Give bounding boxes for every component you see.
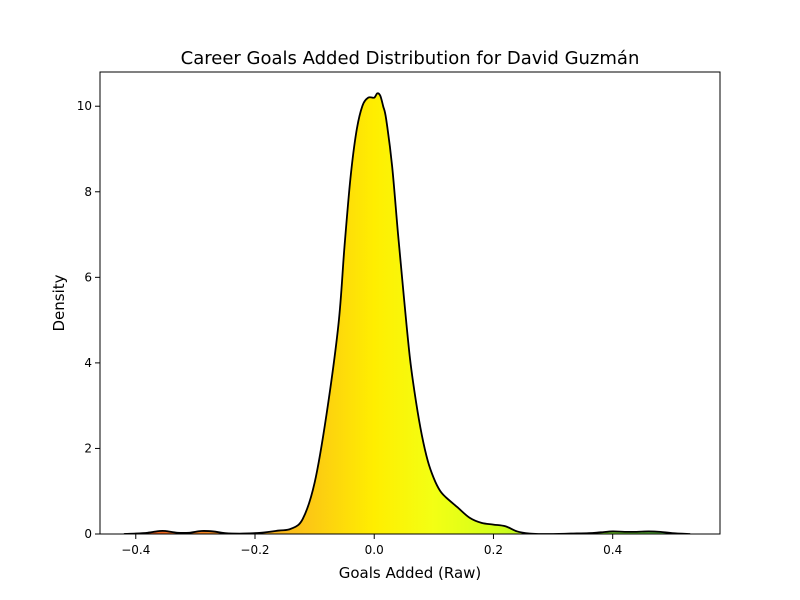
y-tick-label: 0 <box>84 527 92 541</box>
chart-title: Career Goals Added Distribution for Davi… <box>181 48 640 69</box>
y-axis: 0 2 4 6 8 10 <box>77 99 100 541</box>
x-axis: −0.4 −0.2 0.0 0.2 0.4 <box>121 534 622 557</box>
x-tick-label: −0.4 <box>121 543 150 557</box>
x-tick-label: −0.2 <box>240 543 269 557</box>
y-tick-label: 4 <box>84 356 92 370</box>
y-tick-label: 2 <box>84 441 92 455</box>
plot-area <box>123 92 691 534</box>
x-tick-label: 0.4 <box>603 543 622 557</box>
y-tick-label: 6 <box>84 270 92 284</box>
x-tick-label: 0.0 <box>365 543 384 557</box>
y-tick-label: 8 <box>84 185 92 199</box>
plot-frame <box>99 71 721 535</box>
x-tick-label: 0.2 <box>484 543 503 557</box>
density-area <box>123 93 691 534</box>
y-tick-label: 10 <box>77 99 92 113</box>
y-axis-label: Density <box>50 274 68 331</box>
x-axis-label: Goals Added (Raw) <box>339 564 482 582</box>
